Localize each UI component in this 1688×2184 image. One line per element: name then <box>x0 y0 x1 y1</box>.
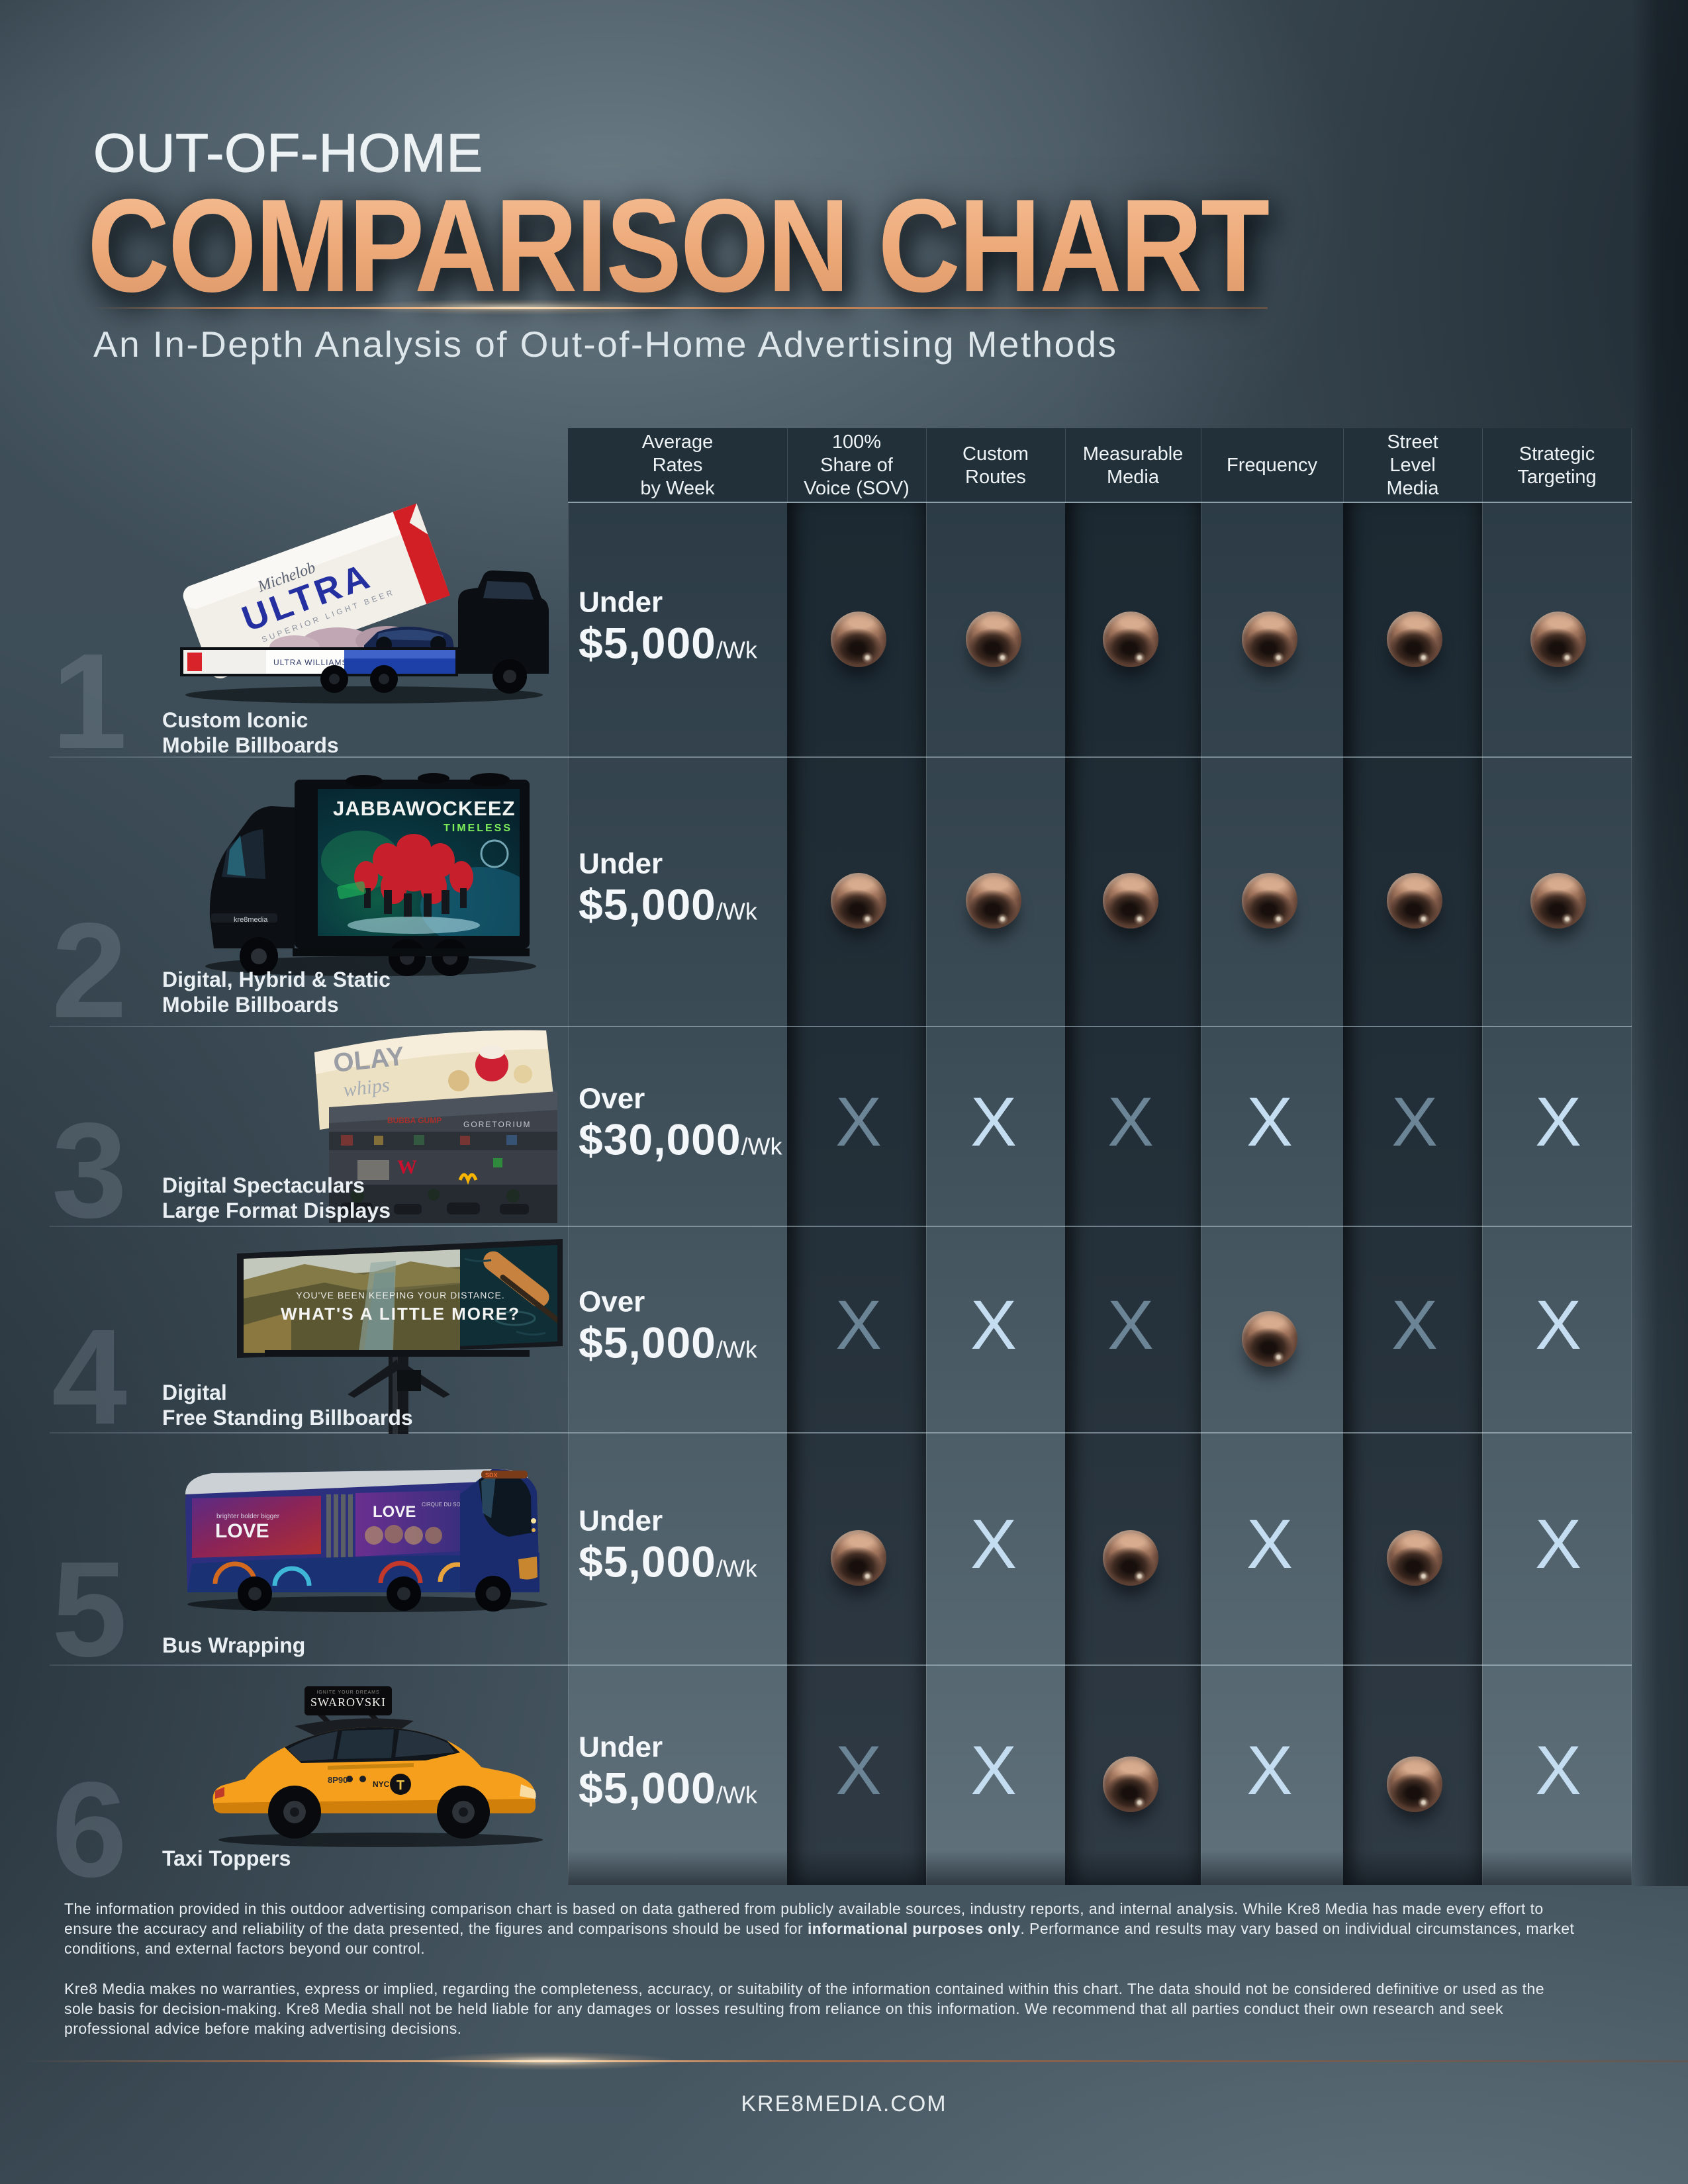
svg-text:LOVE: LOVE <box>373 1503 416 1521</box>
svg-text:CIRQUE DU SOLEIL: CIRQUE DU SOLEIL <box>422 1502 472 1508</box>
svg-text:SWAROVSKI: SWAROVSKI <box>310 1696 386 1709</box>
svg-text:brighter bolder bigger: brighter bolder bigger <box>216 1513 280 1520</box>
svg-text:kre8media: kre8media <box>234 916 268 924</box>
svg-text:YOU'VE BEEN KEEPING YOUR DISTA: YOU'VE BEEN KEEPING YOUR DISTANCE. <box>296 1290 504 1300</box>
svg-text:TIMELESS: TIMELESS <box>444 823 512 834</box>
svg-text:IGNITE YOUR DREAMS: IGNITE YOUR DREAMS <box>316 1690 379 1695</box>
svg-text:JABBAWOCKEEZ: JABBAWOCKEEZ <box>333 797 516 820</box>
svg-text:WHAT'S A LITTLE MORE?: WHAT'S A LITTLE MORE? <box>281 1304 520 1324</box>
svg-text:ULTRA WILLIAMS: ULTRA WILLIAMS <box>273 658 348 667</box>
svg-text:SDX: SDX <box>485 1472 498 1479</box>
svg-text:NYC: NYC <box>373 1780 390 1789</box>
svg-text:W: W <box>397 1156 417 1178</box>
svg-text:LOVE: LOVE <box>215 1520 269 1542</box>
svg-text:GORETORIUM: GORETORIUM <box>463 1120 531 1129</box>
svg-text:8P90: 8P90 <box>328 1775 348 1785</box>
svg-text:BUBBA GUMP: BUBBA GUMP <box>387 1116 442 1125</box>
svg-text:T: T <box>397 1778 404 1793</box>
